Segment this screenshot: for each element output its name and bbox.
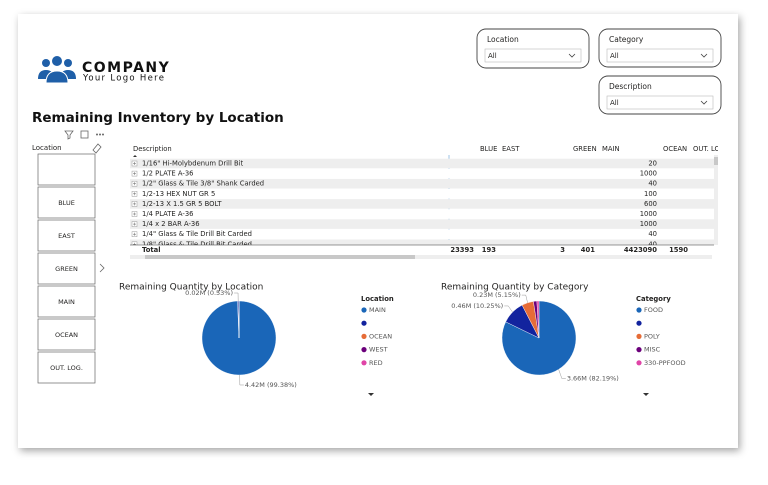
total-value: 23393: [450, 246, 474, 254]
filter-label: Location: [487, 35, 519, 44]
total-value: 4423090: [624, 246, 657, 254]
dropdown-value: All: [488, 52, 497, 60]
filter-label: Description: [609, 82, 652, 91]
column-header: OCEAN: [663, 145, 687, 153]
row-description: 1/2-13 HEX NUT GR 5: [142, 190, 215, 198]
total-label: Total: [142, 246, 161, 254]
slicer-item: BLUE: [58, 199, 75, 207]
row-value: 100: [644, 190, 657, 198]
page-title: Remaining Inventory by Location: [32, 110, 284, 126]
data-label: 0.23M (5.15%): [473, 291, 521, 299]
row-description: 1/4 x 2 BAR A-36: [142, 220, 200, 228]
total-value: 3: [560, 246, 565, 254]
legend-item: POLY: [644, 332, 660, 340]
total-value: 193: [482, 246, 496, 254]
row-value: 40: [648, 180, 657, 188]
legend-item: RED: [369, 359, 383, 367]
data-label: 0.02M (0.53%): [185, 289, 233, 297]
slicer-item: EAST: [58, 232, 75, 240]
v-scroll-thumb[interactable]: [714, 157, 718, 165]
total-value: 401: [581, 246, 595, 254]
total-value: 1590: [669, 246, 688, 254]
data-label: 0.46M (10.25%): [451, 302, 503, 310]
data-label: 4.42M (99.38%): [245, 381, 297, 389]
row-bg: [130, 209, 714, 219]
legend-title: Category: [636, 295, 671, 303]
column-header: Description: [133, 145, 172, 153]
legend-dot: [636, 334, 641, 339]
slicer-item: GREEN: [55, 265, 78, 273]
legend-dot: [361, 334, 366, 339]
row-bg: [130, 169, 714, 179]
legend-dot: [361, 307, 366, 312]
legend-title: Location: [361, 295, 394, 303]
legend-dot: [636, 360, 641, 365]
dropdown[interactable]: [607, 49, 713, 62]
dropdown-value: All: [610, 52, 619, 60]
legend-dot: [361, 321, 366, 326]
row-bg: [130, 189, 714, 199]
row-value: 1000: [640, 170, 657, 178]
legend-item: FOOD: [644, 306, 663, 314]
row-value: 1000: [640, 210, 657, 218]
dropdown-value: All: [610, 99, 619, 107]
legend-item: WEST: [369, 346, 388, 354]
row-description: 1/4" Glass & Tile Drill Bit Carded: [142, 230, 252, 238]
slicer-item: OUT. LOG.: [50, 364, 83, 372]
legend-item: MISC: [644, 346, 661, 354]
slicer-item: MAIN: [58, 298, 75, 306]
legend-dot: [636, 321, 641, 326]
column-header: MAIN: [602, 145, 620, 153]
data-label: 3.66M (82.19%): [567, 374, 619, 382]
row-bg: [130, 219, 714, 229]
column-header: EAST: [502, 145, 520, 153]
legend-dot: [636, 347, 641, 352]
column-header: BLUE: [480, 145, 497, 153]
row-value: 1000: [640, 220, 657, 228]
dropdown[interactable]: [607, 96, 713, 109]
row-description: 1/2" Glass & Tile 3/8" Shank Carded: [142, 180, 264, 188]
row-value: 600: [644, 200, 657, 208]
legend-dot: [636, 307, 641, 312]
row-value: 20: [648, 160, 657, 168]
slicer-title: Location: [32, 144, 62, 152]
row-value: 40: [648, 230, 657, 238]
legend-dot: [361, 347, 366, 352]
row-description: 1/2-13 X 1.5 GR 5 BOLT: [142, 200, 222, 208]
row-description: 1/16" Hi-Molybdenum Drill Bit: [142, 160, 244, 168]
filter-label: Category: [609, 35, 644, 44]
legend-item: MAIN: [369, 306, 386, 314]
row-description: 1/2 PLATE A-36: [142, 170, 193, 178]
h-scroll-thumb[interactable]: [145, 255, 415, 259]
dropdown[interactable]: [485, 49, 581, 62]
row-description: 1/4 PLATE A-36: [142, 210, 193, 218]
slicer-item: OCEAN: [55, 331, 78, 339]
legend-item: 330-PPFOOD: [644, 359, 686, 367]
slicer-button[interactable]: [38, 154, 95, 185]
legend-item: OCEAN: [369, 332, 392, 340]
logo-tagline: Your Logo Here: [82, 74, 165, 84]
v-scrollbar[interactable]: [714, 155, 718, 245]
legend-dot: [361, 360, 366, 365]
column-header: GREEN: [573, 145, 597, 153]
